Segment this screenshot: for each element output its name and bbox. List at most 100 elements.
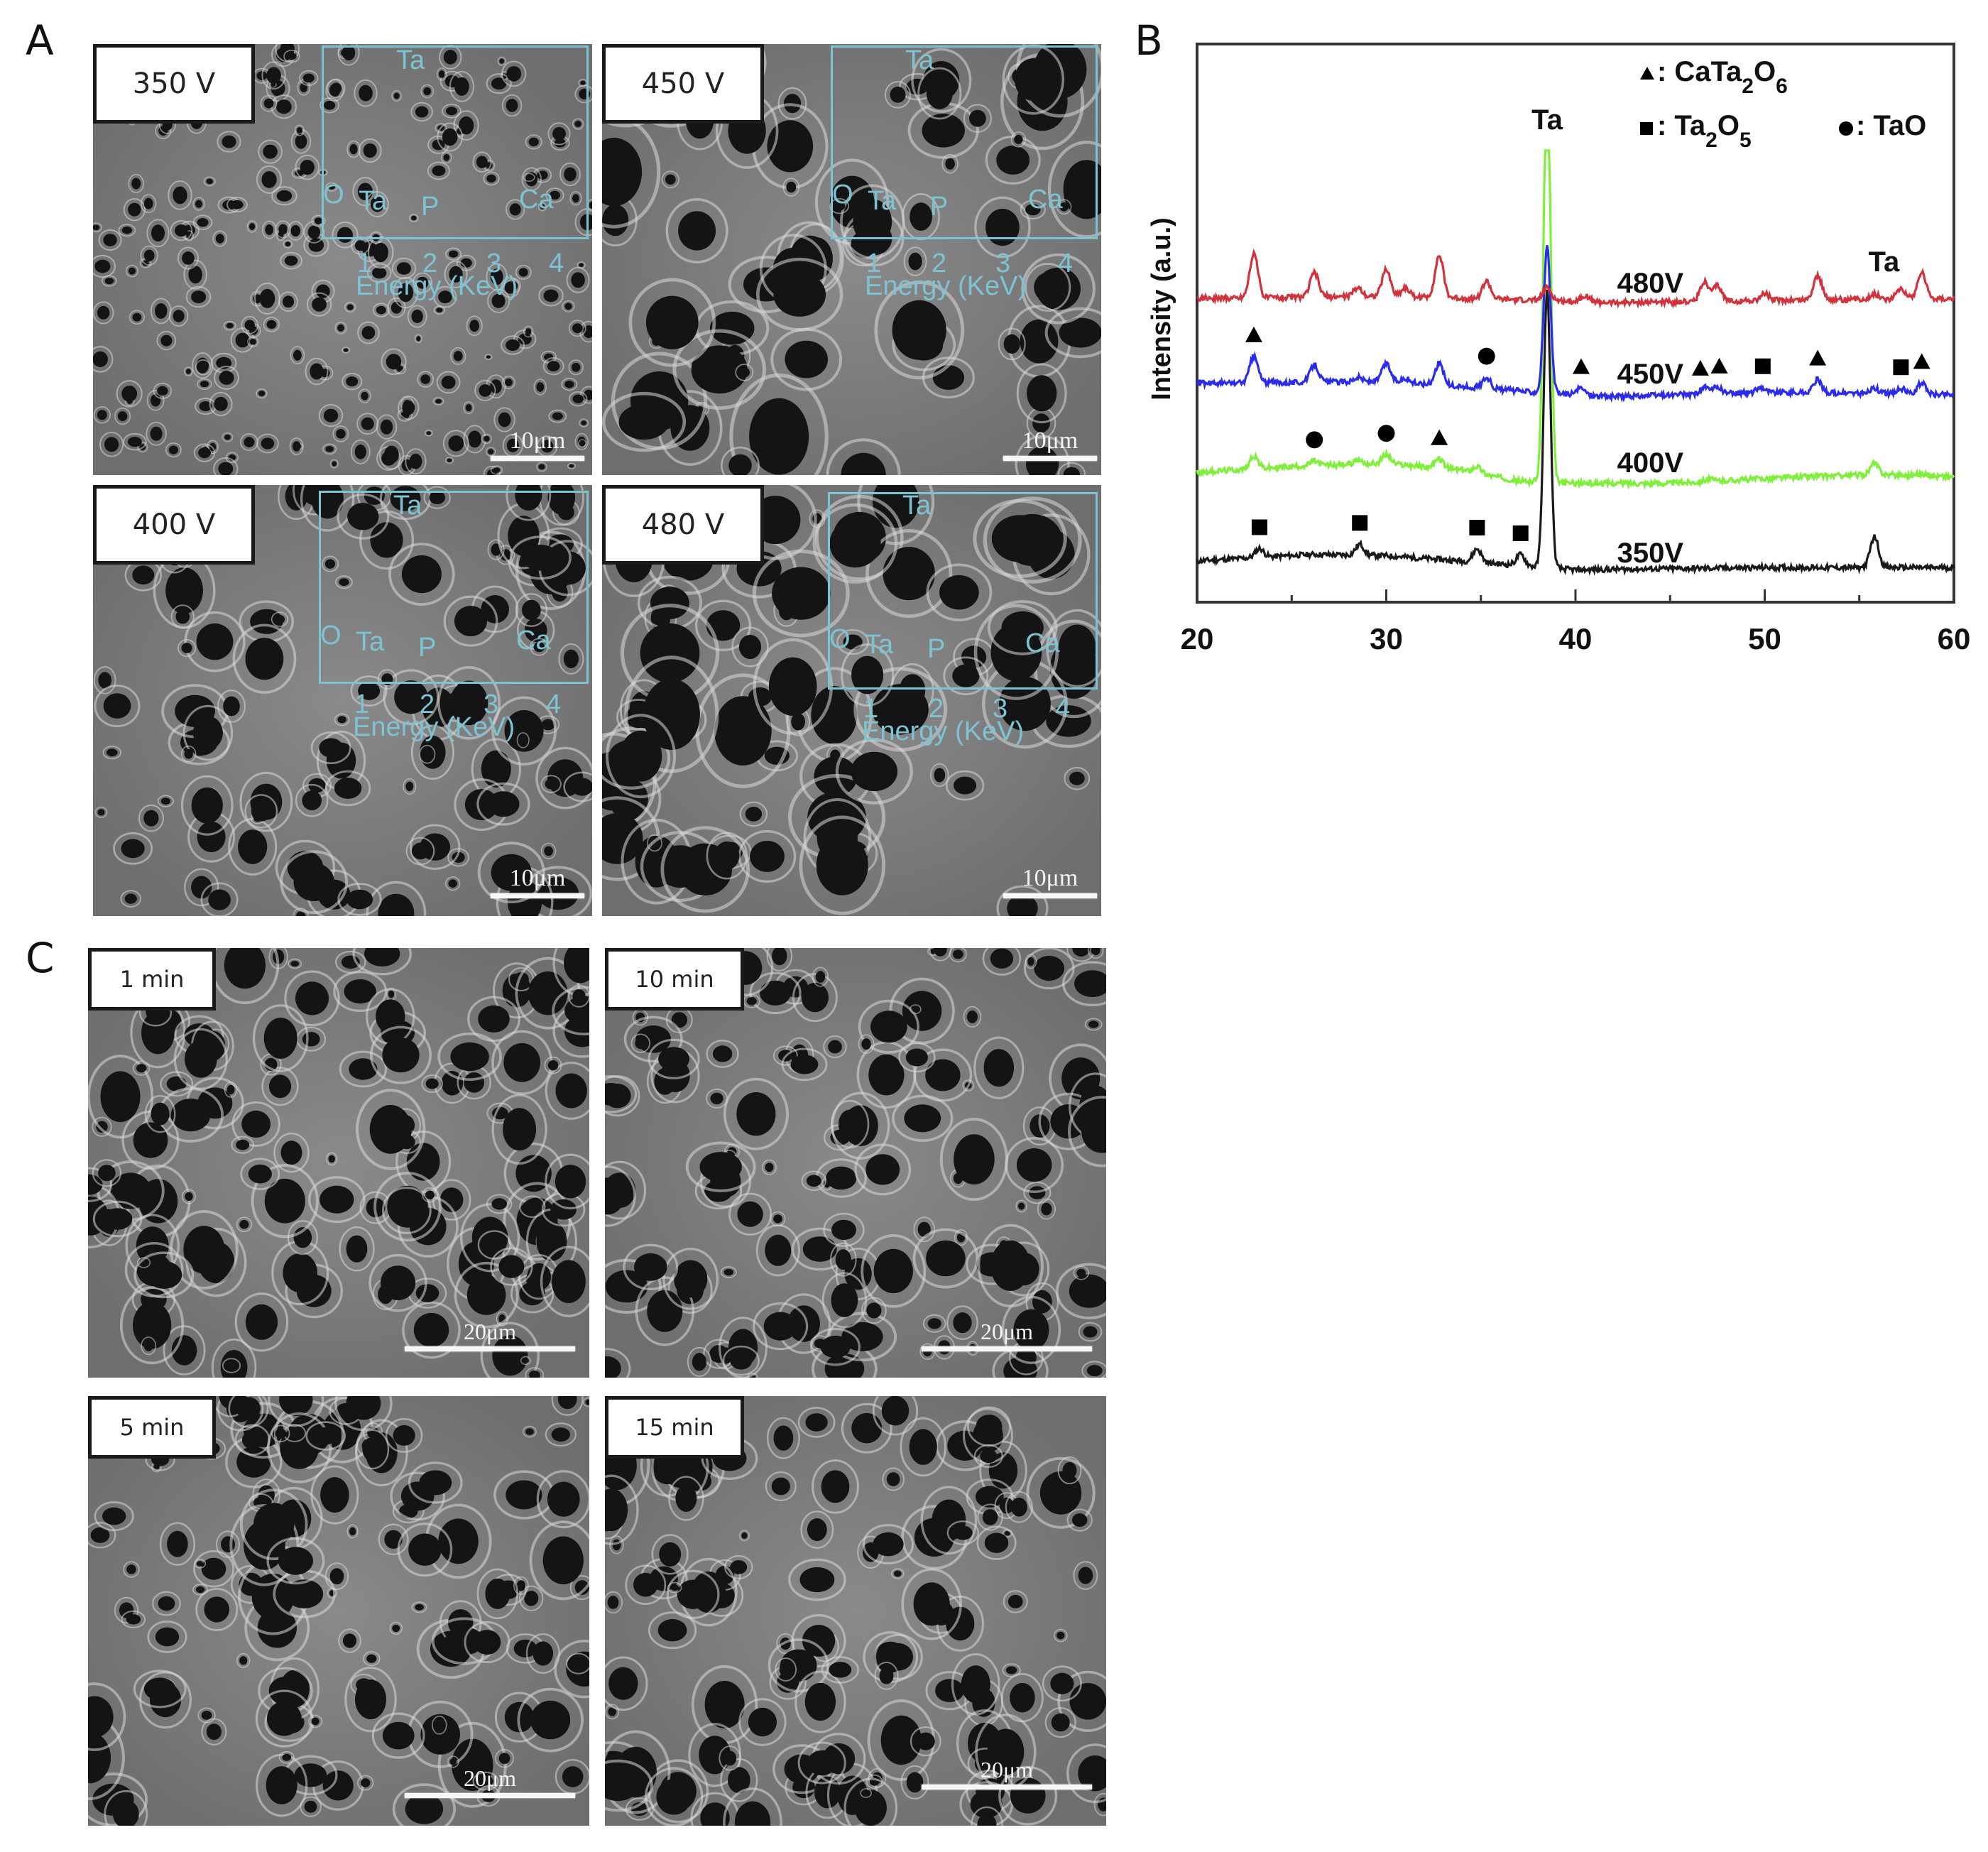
x-tick-label: 60 [1938,622,1971,655]
scale-bar-line [922,1346,1092,1351]
scale-bar-label: 20μm [980,1757,1034,1782]
square-marker-icon [1469,520,1485,536]
eds-tick: 1 [354,690,370,719]
sem-texture [605,1396,1106,1826]
eds-peak-p: P [927,634,946,664]
plot-frame [1196,43,1955,604]
sem-image-350v: 350 V Ta O Ta P Ca 1 2 3 4 Energy (KeV) … [93,44,592,475]
eds-frame [828,492,1098,690]
panel-letter-b: B [1135,16,1163,65]
eds-tick: 2 [932,249,947,278]
scale-bar: 10μm [1003,427,1097,461]
eds-xlabel: Energy (KeV) [356,271,518,301]
panel-letter-c: C [26,934,55,982]
eds-xlabel: Energy (KeV) [862,717,1025,746]
voltage-label: 480 V [602,485,764,565]
eds-inset: Ta O Ta P Ca 1 2 3 4 Energy (KeV) [828,485,1100,745]
scale-bar-label: 10μm [509,865,566,891]
eds-peak-ta: Ta [359,186,388,216]
x-tick-label: 40 [1559,622,1593,655]
triangle-marker-icon [1572,358,1590,374]
eds-tick: 2 [422,249,438,278]
scale-bar: 20μm [405,1765,575,1798]
eds-peak-ca: Ca [1028,185,1063,214]
eds-frame [831,45,1098,239]
scale-bar-label: 20μm [463,1319,517,1344]
series-label: 350V [1617,538,1684,569]
scale-bar: 20μm [922,1757,1092,1790]
eds-peak-o: O [832,180,853,209]
eds-tick: 1 [863,694,879,724]
sem-image-5min: 5 min 20μm [88,1396,589,1826]
annotation-ta: Ta [1531,104,1563,136]
eds-peak-ta-main: Ta [396,45,425,75]
eds-peak-ta-main: Ta [902,491,932,521]
series-line-450V [1196,245,1955,403]
triangle-marker-icon [1691,359,1709,376]
scale-bar: 10μm [491,865,584,898]
eds-tick: 1 [866,249,882,278]
square-legend-icon [1640,122,1653,135]
scale-bar: 10μm [491,427,584,461]
sem-image-15min: 15 min 20μm [605,1396,1106,1826]
scale-bar-line [405,1793,575,1798]
annotation-ta: Ta [1869,246,1900,278]
series-label: 450V [1617,359,1684,390]
eds-tick: 3 [484,690,499,719]
scale-bar-label: 10μm [1022,427,1078,454]
panel-letter-a: A [26,16,54,65]
scale-bar-line [405,1346,575,1351]
sem-texture [88,948,589,1378]
sem-texture [88,1396,589,1826]
eds-inset: Ta O Ta P Ca 1 2 3 4 Energy (KeV) [831,44,1100,300]
eds-tick: 1 [357,249,373,278]
circle-marker-icon [1306,431,1323,449]
sem-image-450v: 450 V Ta O Ta P Ca 1 2 3 4 Energy (KeV) … [602,44,1101,475]
scale-bar-label: 20μm [980,1319,1034,1344]
circle-marker-icon [1377,425,1395,442]
triangle-marker-icon [1245,326,1262,342]
scale-bar-line [1003,456,1097,461]
series-line-400V [1196,149,1955,490]
eds-peak-ta-main: Ta [905,45,934,75]
xrd-plot-area: 20 30 40 50 60 Intensity (a.u.) 350V 400V 450V 48… [1147,43,1971,655]
eds-peak-o: O [323,180,344,209]
eds-peak-p: P [418,633,437,663]
eds-peak-ta-main: Ta [393,491,422,521]
time-label: 10 min [605,948,744,1011]
eds-inset: Ta O Ta P Ca 1 2 3 4 Energy (KeV) [319,485,591,741]
scale-bar: 20μm [405,1319,575,1351]
xrd-chart: 20 30 40 50 60 Intensity (a.u.) 350V 400V 450V 48… [1136,0,1988,682]
triangle-marker-icon [1913,353,1930,369]
x-tick-label: 50 [1748,622,1781,655]
triangle-marker-icon [1809,349,1827,366]
eds-peak-o: O [320,621,342,650]
x-tick-label: 20 [1181,622,1214,655]
time-label: 1 min [88,948,216,1011]
eds-tick: 3 [995,249,1011,278]
eds-tick: 4 [549,249,564,278]
eds-frame [319,491,589,684]
scale-bar: 10μm [1003,865,1097,898]
sem-image-1min: 1 min 20μm [88,948,589,1378]
scale-bar-line [491,893,584,898]
eds-frame [322,45,589,239]
voltage-label: 400 V [93,485,255,565]
square-marker-icon [1352,515,1368,531]
eds-tick: 2 [929,694,944,724]
square-marker-icon [1893,359,1909,376]
eds-peak-p: P [421,192,439,222]
svg-text:: TaO: : TaO [1856,110,1926,141]
scale-bar-line [491,456,584,461]
voltage-label: 450 V [602,44,764,124]
x-tick-label: 30 [1370,622,1403,655]
eds-peak-ca: Ca [519,185,554,214]
eds-peak-p: P [930,192,949,222]
eds-tick: 3 [486,249,502,278]
eds-peak-ta: Ta [865,630,894,660]
y-axis-label: Intensity (a.u.) [1147,217,1176,401]
eds-xlabel: Energy (KeV) [353,712,515,742]
eds-peak-ta: Ta [356,627,385,657]
series-label: 480V [1617,268,1684,299]
series-label: 400V [1617,447,1684,479]
